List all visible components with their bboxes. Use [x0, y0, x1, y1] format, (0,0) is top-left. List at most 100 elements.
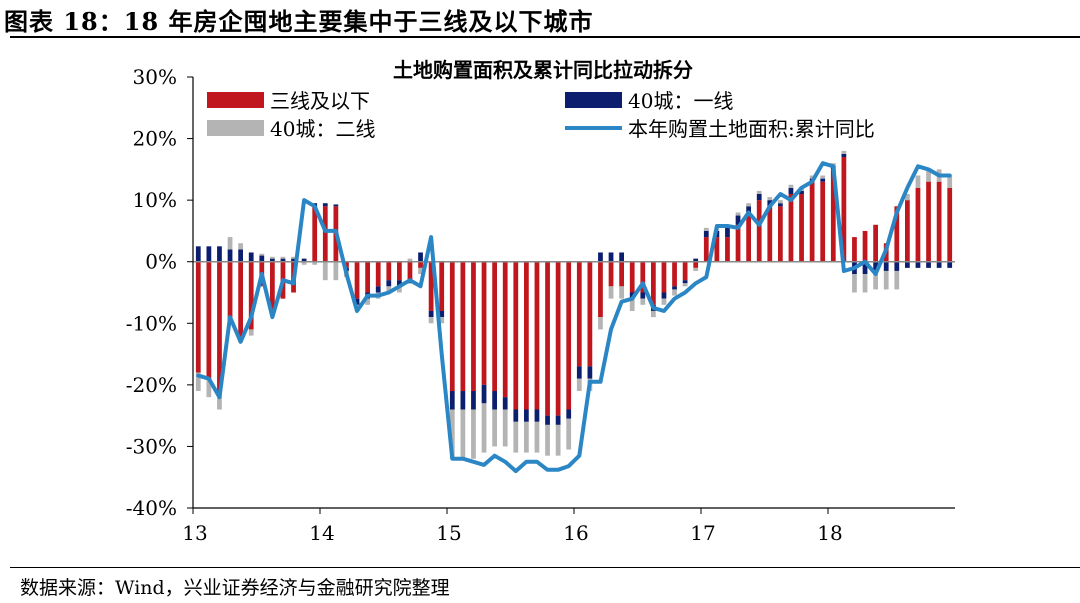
- legend-tier2-label: 40城：二线: [270, 117, 375, 141]
- bar-tier3: [777, 206, 783, 262]
- bar-tier1: [746, 206, 752, 213]
- bar-tier3: [312, 206, 318, 262]
- axis-layer: 30% 20% 10% 0% -10% -20% -30% -40%13 14 15 16 17 18: [126, 65, 955, 545]
- bar-tier1: [619, 252, 625, 262]
- bar-tier2: [661, 298, 667, 305]
- bar-tier1: [947, 261, 953, 268]
- bar-tier1: [238, 249, 244, 262]
- bar-tier1: [735, 215, 741, 225]
- bar-tier2: [195, 372, 201, 392]
- bar-tier2: [693, 267, 699, 271]
- bar-tier3: [629, 261, 635, 293]
- bar-tier3: [407, 261, 413, 281]
- bar-tier1: [206, 246, 212, 262]
- bar-tier2: [756, 190, 762, 194]
- bar-tier1: [460, 391, 466, 410]
- bar-tier2: [513, 421, 519, 453]
- bar-tier2: [777, 200, 783, 204]
- bar-tier2: [947, 175, 953, 188]
- bar-tier3: [248, 261, 254, 330]
- bar-tier1: [471, 391, 476, 410]
- bar-tier1: [894, 261, 900, 271]
- bar-tier2: [841, 150, 847, 154]
- legend-tier3: 三线及以下: [207, 89, 370, 113]
- bar-tier1: [280, 258, 286, 262]
- bar-tier2: [534, 421, 540, 453]
- bar-tier1: [301, 258, 307, 262]
- bar-tier2: [894, 270, 900, 290]
- bar-tier1: [322, 203, 328, 207]
- bar-tier3: [873, 224, 879, 262]
- bar-tier3: [269, 261, 275, 311]
- y-tick-label: -40%: [126, 496, 177, 520]
- bar-tier2: [312, 261, 318, 265]
- bar-tier1: [217, 246, 222, 262]
- bar-tier1: [926, 261, 931, 268]
- legend-tier3-label: 三线及以下: [270, 89, 370, 113]
- y-tick-label: -20%: [126, 373, 177, 397]
- bar-tier2: [915, 175, 921, 188]
- bar-tier1: [862, 261, 868, 275]
- bar-tier3: [619, 261, 625, 287]
- bar-tier1: [703, 230, 709, 238]
- bar-tier3: [947, 187, 953, 262]
- bar-tier1: [915, 261, 921, 268]
- bar-tier2: [545, 424, 550, 456]
- bar-tier3: [746, 212, 752, 262]
- bar-tier2: [301, 261, 307, 265]
- bar-tier2: [926, 169, 931, 182]
- bar-tier3: [375, 261, 381, 287]
- bar-tier2: [396, 286, 402, 293]
- bar-tier2: [608, 286, 614, 299]
- bar-tier3: [714, 237, 720, 262]
- bar-tier2: [788, 184, 794, 188]
- bar-tier2: [428, 317, 434, 324]
- bar-tier1: [492, 391, 498, 410]
- bar-tier3: [640, 261, 646, 293]
- bar-tier3: [830, 169, 836, 262]
- bar-tier1: [449, 391, 455, 410]
- bar-tier2: [248, 329, 254, 336]
- bar-tier1: [693, 258, 699, 262]
- bar-tier2: [481, 403, 487, 453]
- bar-tier1: [354, 298, 360, 305]
- y-tick-label: 30%: [133, 65, 177, 89]
- bar-tier3: [936, 181, 942, 262]
- bar-tier3: [661, 261, 667, 293]
- bar-tier1: [502, 397, 508, 410]
- source-note: 数据来源：Wind，兴业证券经济与金融研究院整理: [20, 577, 450, 599]
- bar-tier3: [238, 261, 244, 342]
- bar-tier3: [587, 261, 593, 367]
- bar-tier2: [650, 310, 656, 318]
- bar-tier1: [259, 255, 265, 262]
- bar-tier3: [799, 193, 804, 262]
- bar-tier1: [428, 310, 434, 318]
- bar-tier2: [682, 283, 688, 287]
- bar-tier1: [841, 153, 847, 158]
- bar-tier3: [809, 181, 815, 262]
- bar-tier3: [195, 261, 201, 373]
- bar-tier3: [523, 261, 529, 410]
- bar-tier2: [238, 243, 244, 250]
- bar-tier3: [725, 237, 730, 262]
- bar-tier1: [513, 409, 519, 422]
- bar-tier3: [513, 261, 519, 410]
- bar-tier2: [629, 298, 635, 311]
- bar-tier3: [703, 237, 709, 262]
- bar-tier2: [873, 270, 879, 290]
- bar-tier2: [439, 317, 445, 324]
- x-tick-label: 17: [690, 521, 715, 545]
- bar-tier3: [862, 230, 868, 262]
- figure-header: 图表 18：18 年房企囤地主要集中于三线及以下城市: [0, 0, 1080, 40]
- bar-tier3: [217, 261, 222, 392]
- bar-tier2: [217, 391, 222, 410]
- bar-tier3: [354, 261, 360, 299]
- bar-tier1: [777, 203, 783, 207]
- bar-tier2: [619, 286, 625, 299]
- bar-tier1: [672, 286, 677, 290]
- bar-tier2: [852, 274, 857, 293]
- bar-tier2: [555, 424, 561, 456]
- line-cumulative-yoy: [196, 161, 952, 474]
- bar-tier2: [492, 409, 498, 447]
- bar-tier1: [767, 200, 773, 207]
